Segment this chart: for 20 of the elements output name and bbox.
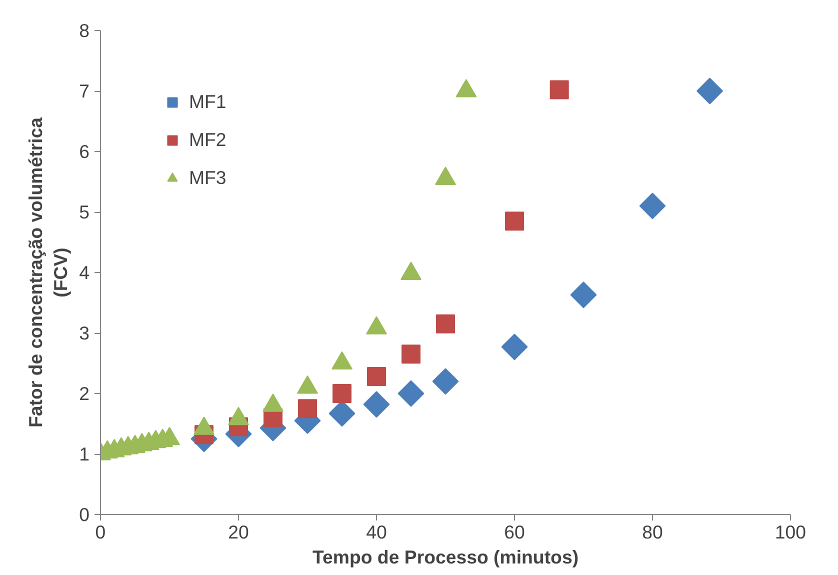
x-tick-label: 0 xyxy=(95,522,106,542)
y-tick-label: 5 xyxy=(79,202,90,222)
y-tick-label: 1 xyxy=(79,444,90,464)
y-axis-title: Fator de concentração volumétrica (FCV) xyxy=(24,116,72,428)
y-tick-label: 6 xyxy=(79,141,90,162)
y-tick-label: 4 xyxy=(79,262,90,283)
x-tick-label: 20 xyxy=(228,522,249,542)
y-tick-label: 8 xyxy=(79,20,90,41)
y-tick-label: 2 xyxy=(79,383,90,404)
x-axis-title: Tempo de Processo (minutos) xyxy=(312,546,579,568)
x-tick-label: 100 xyxy=(774,522,806,542)
legend-label: MF1 xyxy=(189,91,226,113)
x-tick-label: 60 xyxy=(504,522,525,542)
legend-label: MF3 xyxy=(189,167,226,189)
x-tick-label: 80 xyxy=(642,522,663,542)
y-tick-label: 7 xyxy=(79,80,90,102)
x-tick-label: 40 xyxy=(366,522,387,542)
y-tick-label: 3 xyxy=(79,322,90,344)
legend-label: MF2 xyxy=(189,129,226,151)
y-tick-label: 0 xyxy=(79,504,90,525)
